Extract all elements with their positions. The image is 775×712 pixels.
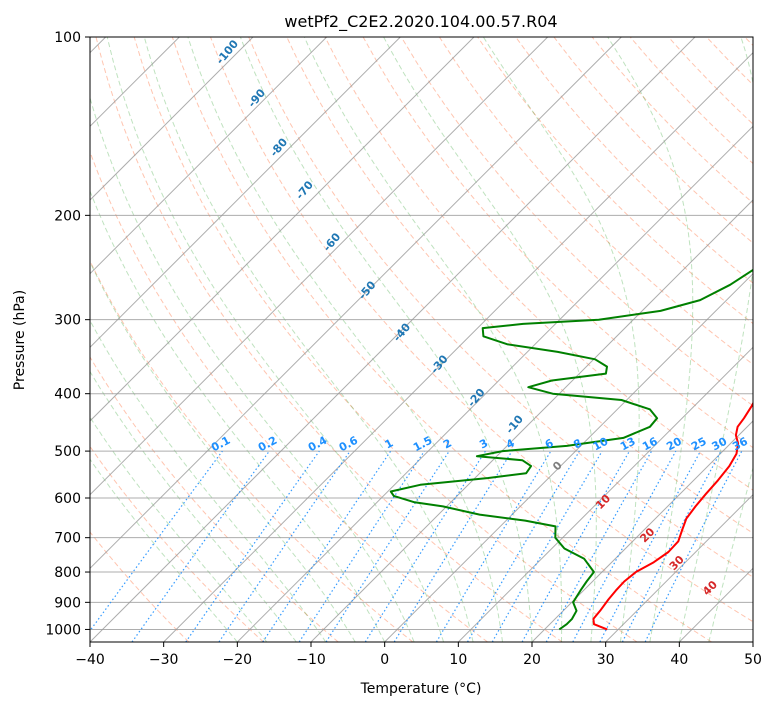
y-tick-label: 400 [54, 387, 81, 403]
y-tick-label: 1000 [45, 622, 81, 638]
y-tick-label: 700 [54, 531, 81, 547]
y-tick-label: 800 [54, 565, 81, 581]
chart-title: wetPf2_C2E2.2020.104.00.57.R04 [284, 12, 557, 32]
x-tick-label: −40 [75, 652, 105, 668]
x-tick-label: 30 [597, 652, 615, 668]
y-axis-label: Pressure (hPa) [12, 290, 28, 390]
y-tick-label: 200 [54, 208, 81, 224]
x-axis-label: Temperature (°C) [360, 681, 482, 697]
x-tick-label: 10 [449, 652, 467, 668]
x-tick-label: 50 [744, 652, 762, 668]
y-tick-label: 100 [54, 30, 81, 46]
y-tick-label: 900 [54, 595, 81, 611]
x-tick-label: −30 [149, 652, 179, 668]
y-tick-label: 300 [54, 313, 81, 329]
y-tick-label: 500 [54, 444, 81, 460]
x-tick-label: 20 [523, 652, 541, 668]
y-tick-label: 600 [54, 491, 81, 507]
x-tick-label: −10 [296, 652, 326, 668]
x-tick-label: 40 [670, 652, 688, 668]
x-tick-label: 0 [380, 652, 389, 668]
x-tick-label: −20 [223, 652, 253, 668]
